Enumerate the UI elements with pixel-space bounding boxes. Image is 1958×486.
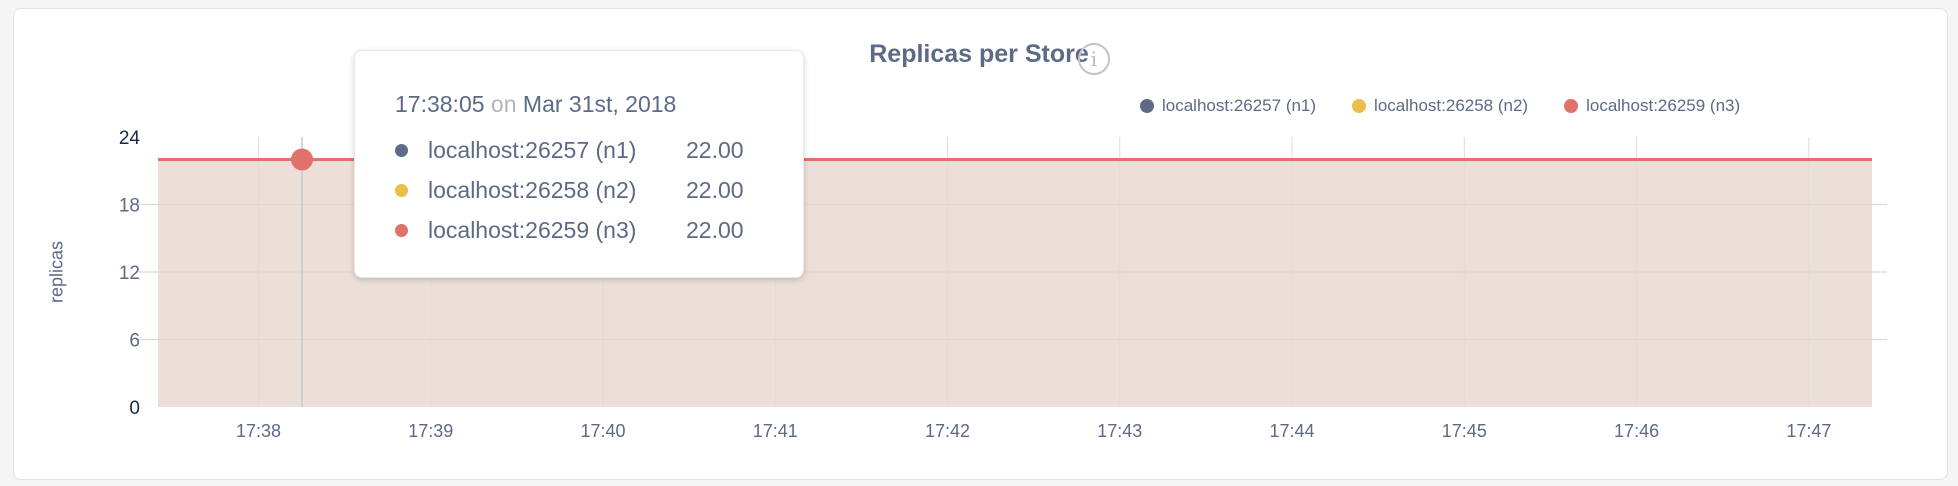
y-tick-label: 24 bbox=[119, 128, 141, 149]
legend-label: localhost:26258 (n2) bbox=[1374, 96, 1529, 115]
tooltip-on: on bbox=[490, 91, 517, 117]
x-tick-label: 17:43 bbox=[1097, 421, 1142, 441]
x-tick-label: 17:40 bbox=[580, 421, 625, 441]
legend-dot-icon bbox=[1564, 99, 1579, 113]
hover-tooltip: 17:38:05 on Mar 31st, 2018 localhost:262… bbox=[354, 50, 804, 278]
x-tick-label: 17:44 bbox=[1270, 421, 1315, 441]
tooltip-row-value: 22.00 bbox=[686, 137, 744, 163]
series-dot-icon bbox=[395, 224, 408, 237]
x-tick-label: 17:41 bbox=[753, 421, 798, 441]
x-tick-label: 17:45 bbox=[1442, 421, 1487, 441]
y-tick-label: 6 bbox=[129, 331, 140, 352]
x-tick-label: 17:46 bbox=[1614, 421, 1659, 441]
tooltip-row: localhost:26258 (n2) 22.00 bbox=[395, 177, 744, 204]
tooltip-row: localhost:26257 (n1) 22.00 bbox=[395, 137, 744, 164]
legend-label: localhost:26257 (n1) bbox=[1162, 96, 1317, 115]
legend-dot-icon bbox=[1352, 99, 1367, 113]
tooltip-row: localhost:26259 (n3) 22.00 bbox=[395, 217, 744, 244]
legend-dot-icon bbox=[1140, 99, 1154, 113]
tooltip-row-label: localhost:26258 (n2) bbox=[428, 177, 637, 203]
y-tick-label: 12 bbox=[119, 263, 140, 284]
tooltip-row-label: localhost:26257 (n1) bbox=[428, 137, 637, 163]
series-dot-icon bbox=[395, 184, 408, 197]
chart-title-text: Replicas per Store bbox=[869, 40, 1089, 68]
tooltip-header: 17:38:05 on Mar 31st, 2018 bbox=[395, 91, 676, 118]
hover-point bbox=[291, 148, 313, 171]
legend-label: localhost:26259 (n3) bbox=[1586, 96, 1741, 115]
tooltip-date: Mar 31st, 2018 bbox=[522, 91, 677, 117]
x-tick-label: 17:39 bbox=[408, 421, 453, 441]
chart-title: Replicas per Store bbox=[0, 40, 1958, 69]
legend: localhost:26257 (n1) localhost:26258 (n2… bbox=[1140, 96, 1776, 116]
legend-item-n3[interactable]: localhost:26259 (n3) bbox=[1564, 96, 1740, 116]
legend-item-n2[interactable]: localhost:26258 (n2) bbox=[1352, 96, 1528, 116]
y-tick-label: 18 bbox=[119, 196, 140, 217]
tooltip-row-label: localhost:26259 (n3) bbox=[428, 217, 637, 243]
tooltip-time: 17:38:05 bbox=[395, 91, 485, 117]
series-dot-icon bbox=[395, 144, 408, 157]
x-tick-label: 17:47 bbox=[1786, 421, 1831, 441]
tooltip-row-value: 22.00 bbox=[686, 217, 744, 243]
info-circle-icon[interactable]: i bbox=[1078, 43, 1110, 75]
legend-item-n1[interactable]: localhost:26257 (n1) bbox=[1140, 96, 1316, 116]
y-tick-label: 0 bbox=[129, 398, 140, 419]
x-tick-label: 17:42 bbox=[925, 421, 970, 441]
x-tick-label: 17:38 bbox=[236, 421, 281, 441]
tooltip-row-value: 22.00 bbox=[686, 177, 744, 203]
